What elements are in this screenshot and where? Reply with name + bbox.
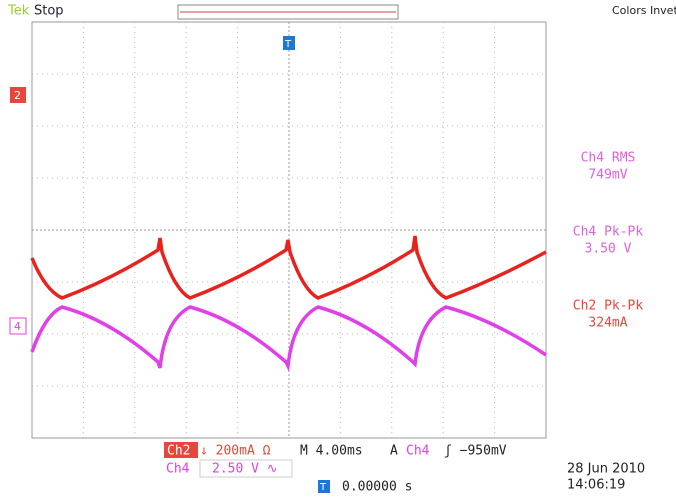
ch4-waveform — [30, 305, 547, 373]
trigger-pos-icon — [318, 480, 330, 493]
ch4-scale: 2.50 V ∿ — [212, 462, 278, 477]
ch4-marker-label: 4 — [14, 320, 21, 333]
ch4-scale-box — [199, 459, 293, 478]
measure-label: Ch4 RMS — [581, 151, 636, 166]
trigger-mode: A — [390, 444, 398, 459]
measure-value: 3.50 V — [585, 242, 632, 257]
ch2-name: Ch2 — [167, 444, 190, 459]
trigger-position: 0.00000 s — [342, 480, 412, 495]
measure-value: 749mV — [588, 168, 627, 183]
trigger-pos-marker: T — [319, 482, 327, 493]
ch4-marker — [9, 317, 27, 335]
ch2-marker — [10, 87, 26, 103]
trigger-source: Ch4 — [406, 444, 430, 459]
timebase: M 4.00ms — [300, 444, 363, 459]
ch2-marker-label: 2 — [14, 89, 21, 102]
trigger-marker — [283, 36, 295, 50]
time: 14:06:19 — [567, 478, 625, 493]
trigger-marker-label: T — [284, 39, 292, 50]
color-mode: Colors Invetered — [612, 4, 676, 17]
measure-label: Ch4 Pk-Pk — [573, 225, 644, 240]
measure-value: 324mA — [588, 316, 627, 331]
date: 28 Jun 2010 — [567, 462, 645, 477]
graticule — [32, 22, 546, 438]
brand: Tek — [7, 4, 30, 19]
ch4-name: Ch4 — [166, 462, 190, 477]
trigger-level: ʃ −950mV — [444, 444, 507, 459]
ch2-waveform — [30, 235, 547, 300]
status: Stop — [34, 4, 64, 19]
ch2-badge — [164, 442, 198, 458]
measure-label: Ch2 Pk-Pk — [573, 299, 644, 314]
ch2-scale: ↓ 200mA Ω — [200, 444, 271, 459]
